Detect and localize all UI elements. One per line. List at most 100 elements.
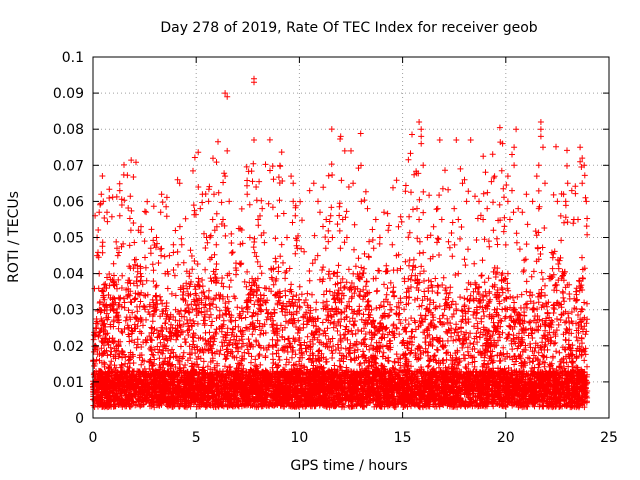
data-point (358, 386, 365, 393)
data-point (537, 133, 544, 140)
data-point (220, 216, 226, 223)
data-point (577, 158, 584, 165)
data-point (166, 252, 173, 259)
data-point (511, 162, 518, 169)
data-point (255, 378, 262, 385)
data-point (275, 386, 282, 393)
data-points (92, 75, 590, 396)
data-point (147, 245, 154, 252)
x-tick-label: 20 (497, 430, 515, 446)
data-point (379, 375, 385, 382)
data-point (292, 212, 299, 219)
data-point (504, 270, 511, 277)
data-point (564, 378, 571, 385)
data-point (226, 198, 233, 205)
data-point (554, 299, 561, 306)
data-point (381, 281, 387, 288)
data-point (228, 230, 235, 237)
x-tick-label: 5 (192, 430, 201, 446)
data-point (100, 288, 107, 295)
y-tick-label: 0.06 (53, 194, 84, 210)
data-point (583, 389, 590, 396)
data-point (220, 295, 226, 302)
data-point (575, 216, 581, 223)
data-point (414, 205, 420, 212)
x-tick-label: 0 (89, 430, 98, 446)
data-point (224, 93, 231, 100)
data-point (162, 270, 169, 277)
y-tick-label: 0.04 (53, 267, 84, 283)
data-point (523, 191, 530, 198)
data-point (542, 180, 548, 187)
data-point (438, 216, 445, 223)
data-point (502, 375, 509, 382)
data-point (317, 382, 323, 389)
data-point (319, 267, 326, 273)
data-point (560, 191, 567, 198)
data-point (118, 202, 125, 208)
data-point (455, 216, 462, 223)
data-point (331, 295, 338, 302)
data-point (548, 317, 555, 324)
data-point (482, 386, 489, 393)
data-point (96, 209, 103, 216)
data-point (418, 126, 425, 133)
data-point (376, 234, 383, 241)
data-point (583, 328, 590, 335)
data-point (195, 375, 202, 382)
data-point (399, 389, 406, 396)
y-tick-label: 0.02 (53, 339, 84, 355)
data-point (490, 227, 497, 234)
data-point (135, 227, 142, 234)
data-point (288, 281, 295, 288)
data-point (94, 252, 101, 259)
data-point (535, 256, 542, 263)
data-point (405, 321, 412, 328)
data-point (118, 285, 125, 291)
data-point (476, 198, 482, 205)
data-point (412, 277, 418, 284)
data-point (537, 126, 544, 133)
data-point (315, 198, 321, 205)
data-point (430, 223, 437, 230)
data-point (337, 285, 344, 291)
data-point (199, 191, 206, 198)
data-point (139, 357, 146, 364)
data-point (581, 162, 588, 169)
data-point (158, 252, 165, 259)
data-point (164, 360, 171, 367)
data-point (211, 227, 218, 234)
data-point (215, 382, 222, 389)
data-point (310, 180, 317, 187)
data-point (420, 162, 427, 169)
data-point (300, 321, 307, 328)
data-point (484, 205, 491, 212)
data-point (542, 292, 548, 299)
y-tick-label: 0.07 (53, 158, 84, 174)
y-tick-label: 0.09 (53, 86, 84, 102)
data-point (339, 216, 346, 223)
data-point (154, 378, 160, 385)
data-point (114, 382, 121, 389)
data-point (244, 346, 251, 353)
data-point (246, 234, 253, 241)
data-point (187, 350, 193, 356)
data-point (509, 187, 515, 194)
x-tick-label: 10 (290, 430, 308, 446)
data-point (579, 180, 586, 187)
data-point (540, 144, 546, 151)
data-point (418, 140, 425, 147)
data-point (498, 285, 505, 291)
data-point (461, 256, 468, 263)
data-point (263, 306, 270, 313)
data-point (350, 180, 357, 187)
data-point (131, 339, 138, 346)
data-point (461, 378, 468, 385)
data-point (504, 173, 511, 180)
data-point (492, 328, 499, 335)
y-tick-label: 0.1 (62, 50, 84, 66)
data-point (457, 165, 464, 172)
data-point (568, 187, 575, 194)
data-point (100, 350, 107, 356)
point-cloud (90, 124, 591, 411)
